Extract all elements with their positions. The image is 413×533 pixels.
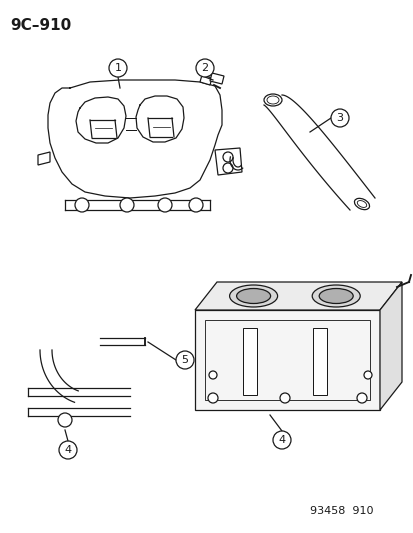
Ellipse shape <box>311 285 359 307</box>
Polygon shape <box>38 152 50 165</box>
Text: 93458  910: 93458 910 <box>309 506 373 516</box>
Circle shape <box>176 351 194 369</box>
Circle shape <box>109 59 127 77</box>
Circle shape <box>58 413 72 427</box>
Circle shape <box>59 441 77 459</box>
Ellipse shape <box>263 94 281 106</box>
Text: 2: 2 <box>201 63 208 73</box>
Polygon shape <box>209 73 223 84</box>
Ellipse shape <box>236 288 270 303</box>
Text: 5: 5 <box>181 355 188 365</box>
Text: 9C–910: 9C–910 <box>10 18 71 33</box>
Circle shape <box>209 371 216 379</box>
Polygon shape <box>195 282 401 310</box>
Circle shape <box>330 109 348 127</box>
Text: 4: 4 <box>278 435 285 445</box>
Polygon shape <box>312 328 326 395</box>
Text: 4: 4 <box>64 445 71 455</box>
Text: 1: 1 <box>114 63 121 73</box>
Ellipse shape <box>354 198 369 209</box>
Ellipse shape <box>229 285 277 307</box>
Text: 3: 3 <box>336 113 343 123</box>
Circle shape <box>363 371 371 379</box>
Polygon shape <box>379 282 401 410</box>
Circle shape <box>158 198 171 212</box>
Ellipse shape <box>318 288 352 303</box>
Circle shape <box>272 431 290 449</box>
Polygon shape <box>199 75 211 85</box>
Polygon shape <box>195 310 379 410</box>
Circle shape <box>120 198 134 212</box>
Circle shape <box>279 393 289 403</box>
Polygon shape <box>214 148 242 175</box>
Circle shape <box>223 163 233 173</box>
Circle shape <box>223 152 233 162</box>
Circle shape <box>75 198 89 212</box>
Circle shape <box>189 198 202 212</box>
Circle shape <box>195 59 214 77</box>
Circle shape <box>356 393 366 403</box>
Polygon shape <box>242 328 256 395</box>
Circle shape <box>207 393 218 403</box>
